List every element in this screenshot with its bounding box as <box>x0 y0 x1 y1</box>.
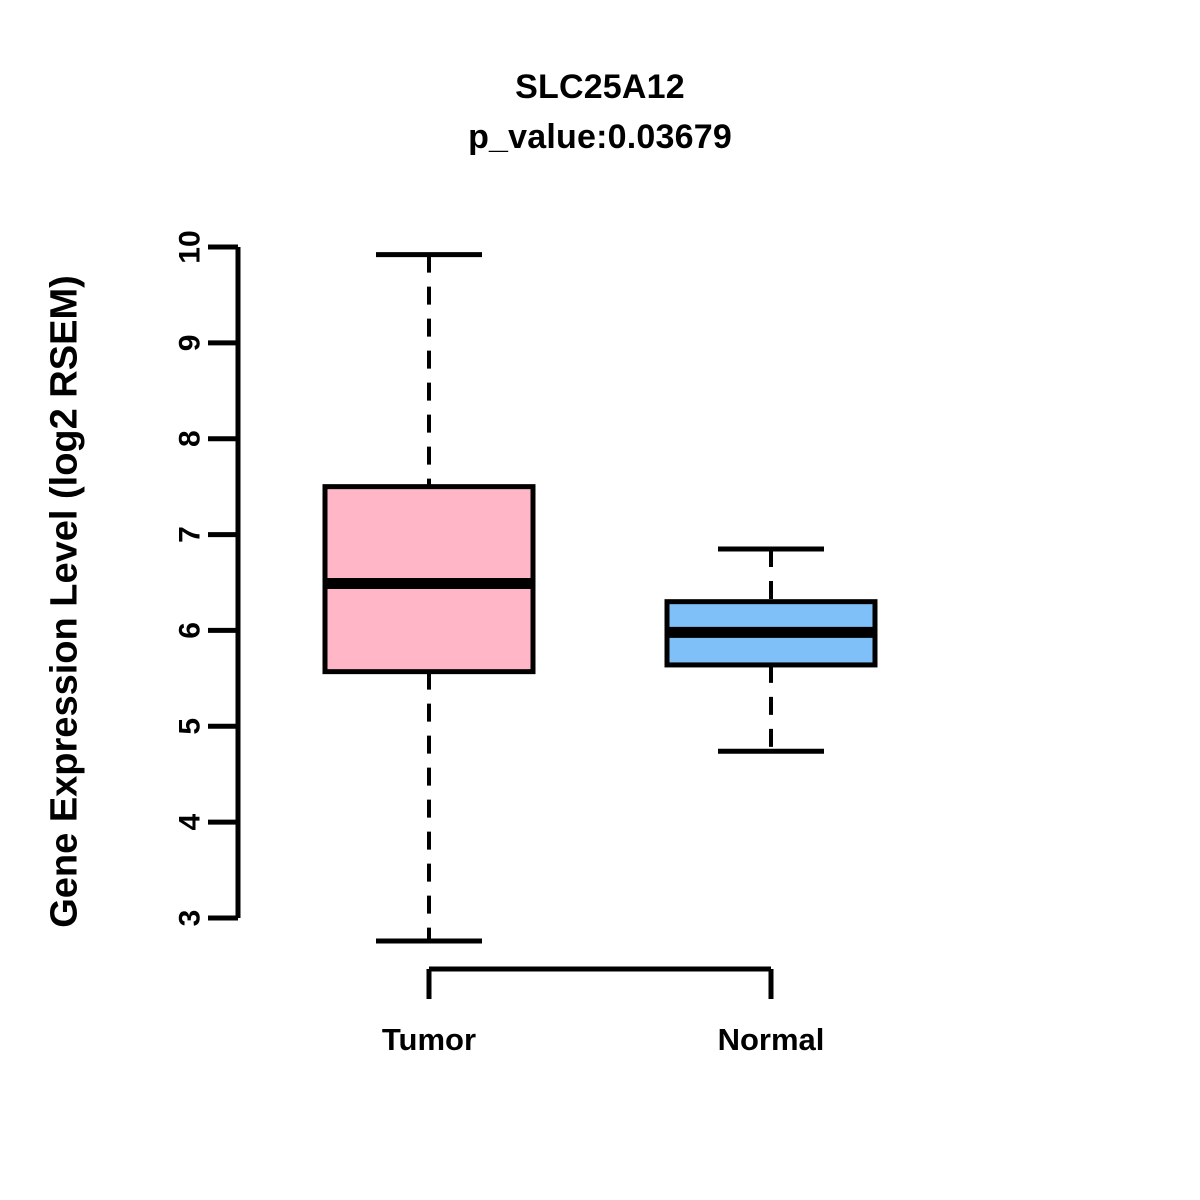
x-axis-category-labels: Tumor Normal <box>382 1022 824 1057</box>
y-axis-tick-label: 10 <box>174 230 207 263</box>
page-title: SLC25A12 <box>515 68 685 106</box>
x-axis <box>426 966 774 999</box>
y-axis-tick-label: 3 <box>174 910 207 927</box>
y-axis-tick-label: 4 <box>174 813 207 830</box>
y-axis-tick-label: 5 <box>174 718 207 735</box>
y-axis: 3 4 5 6 7 8 9 10 <box>174 230 241 927</box>
box-series <box>322 252 878 944</box>
box-normal <box>664 546 878 754</box>
x-axis-label-normal: Normal <box>718 1022 825 1057</box>
y-axis-tick-label: 7 <box>174 526 207 543</box>
box-tumor <box>322 252 536 944</box>
y-axis-tick-label: 8 <box>174 430 207 447</box>
y-axis-tick-label: 9 <box>174 335 207 352</box>
x-axis-label-tumor: Tumor <box>382 1022 476 1057</box>
y-axis-tick-label: 6 <box>174 622 207 639</box>
chart-subtitle-pvalue: p_value:0.03679 <box>468 118 732 156</box>
